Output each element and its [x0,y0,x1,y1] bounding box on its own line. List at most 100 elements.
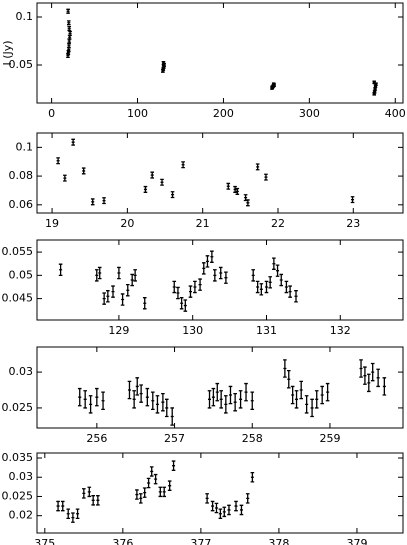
error-bar [63,174,67,182]
y-tick-label: 0.05 [9,58,34,71]
error-bar [90,198,95,206]
error-bar [94,269,99,282]
error-bar [138,493,143,504]
x-tick-label: 21 [196,217,210,230]
error-bar [66,508,71,520]
x-tick-label: 400 [385,107,406,120]
error-bar [214,502,219,514]
error-bar [176,286,180,300]
x-tick-label: 377 [190,537,211,545]
error-bar [224,395,228,414]
error-bar [132,390,136,409]
error-bar [211,387,216,407]
error-bar [244,382,248,402]
x-tick-label: 130 [182,324,203,337]
error-bar [66,20,71,26]
plot-frame [36,2,404,104]
error-bar [275,264,280,277]
error-bar [294,390,299,409]
error-bar [130,273,134,287]
error-bar [210,250,214,263]
error-bar [75,508,80,520]
error-bar [205,493,209,504]
error-bar [67,43,71,49]
error-bar [227,504,231,516]
error-bar [235,187,240,195]
error-bar [56,500,60,512]
error-bar [145,387,150,407]
error-bar [96,495,100,506]
error-bar [210,500,215,512]
x-tick-label: 257 [164,432,185,445]
error-bar [77,387,82,407]
error-bar [95,387,99,407]
error-bar [372,91,377,96]
y-tick-label: 0.025 [2,489,34,502]
error-bar [304,395,309,414]
x-tick-label: 200 [213,107,234,120]
error-bar [117,266,121,280]
error-bar [135,377,140,396]
y-tick-label: 0.055 [2,245,34,258]
error-bar [250,471,255,483]
error-bar [133,269,137,282]
error-bar [222,506,227,518]
plot-frame [36,239,404,321]
error-bar [286,370,291,389]
error-bar [161,392,165,412]
error-bar [245,493,250,504]
y-tick-label: 0.08 [9,169,34,182]
error-bar [218,508,223,520]
error-bar [71,138,75,146]
plot-frame [36,346,404,429]
error-bar [170,407,175,426]
error-bar [226,182,231,190]
error-bar [88,395,93,414]
error-bar [271,82,276,86]
error-bar [97,266,102,280]
y-tick-label: 0.03 [9,365,34,378]
y-tick-label: 0.02 [9,509,34,522]
error-bar [71,512,75,523]
error-bar [243,194,248,202]
error-bar [205,255,210,268]
error-bar [161,60,166,66]
error-bar [224,271,228,284]
error-bar [382,377,387,396]
error-bar [127,380,132,400]
error-bar [283,359,287,378]
error-bar [250,391,255,411]
error-bar [58,263,63,276]
error-bar [373,84,378,88]
error-bar [373,87,377,91]
y-tick-label: 0.1 [16,10,34,23]
error-bar [215,382,220,402]
x-tick-label: 376 [112,537,133,545]
error-bar [181,161,185,169]
x-tick-label: 23 [346,217,360,230]
error-bar [218,266,223,280]
x-tick-label: 20 [120,217,134,230]
error-bar [359,359,363,378]
error-bar [299,380,304,400]
y-axis-label: I (Jy) [1,40,14,65]
error-bar [142,297,147,310]
error-bar [164,398,169,418]
error-bar [350,196,355,204]
error-bar [370,362,375,382]
error-bar [179,297,184,310]
error-bar [91,495,95,506]
error-bar [288,285,292,298]
error-bar [82,488,86,499]
error-bar [264,173,268,181]
error-bar [120,293,125,306]
x-tick-label: 132 [330,324,351,337]
error-bar [102,197,106,205]
error-bar [111,285,115,298]
error-bar [66,8,70,14]
error-bar [284,280,289,294]
error-bar [228,385,233,405]
plot-frame [36,132,404,214]
y-tick-label: 0.045 [2,292,34,305]
error-bar [363,366,367,385]
